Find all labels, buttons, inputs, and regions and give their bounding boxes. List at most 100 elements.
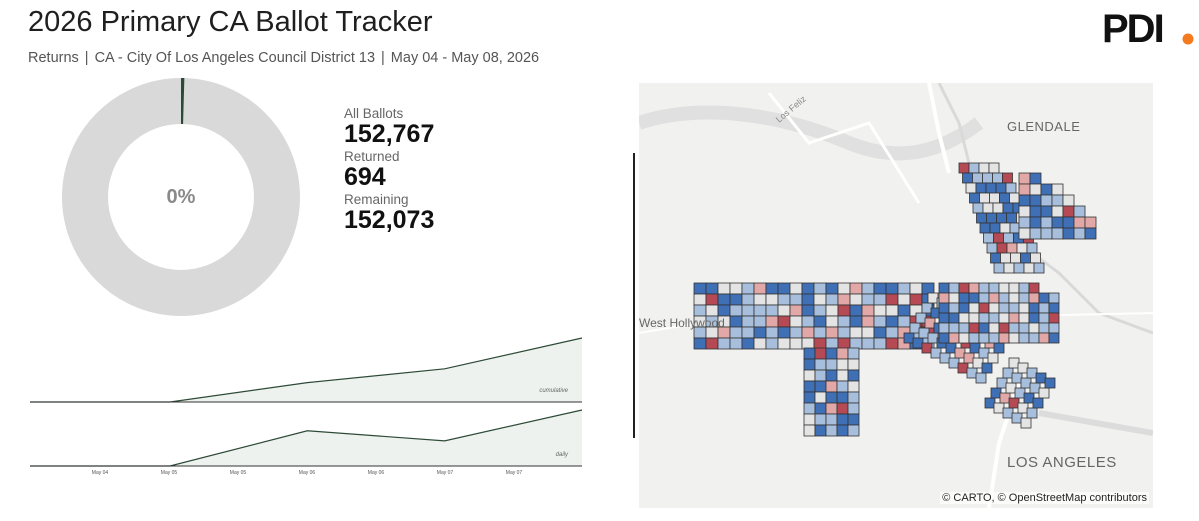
precinct[interactable] — [978, 162, 990, 174]
precinct[interactable] — [825, 413, 838, 426]
precinct[interactable] — [987, 352, 999, 364]
precinct[interactable] — [1028, 312, 1040, 324]
precinct[interactable] — [978, 332, 990, 344]
precinct[interactable] — [837, 326, 851, 339]
precinct[interactable] — [957, 362, 969, 374]
precinct[interactable] — [958, 322, 970, 334]
precinct[interactable] — [1008, 282, 1020, 294]
precinct[interactable] — [1038, 387, 1050, 399]
precinct[interactable] — [1051, 183, 1064, 196]
precinct[interactable] — [777, 315, 791, 328]
precinct[interactable] — [825, 326, 839, 339]
precinct[interactable] — [803, 369, 816, 382]
precinct[interactable] — [986, 242, 998, 254]
precinct[interactable] — [803, 380, 816, 393]
precinct[interactable] — [765, 293, 779, 306]
precinct[interactable] — [836, 413, 849, 426]
precinct[interactable] — [1014, 387, 1026, 399]
precinct[interactable] — [705, 282, 719, 295]
precinct[interactable] — [1040, 205, 1053, 218]
precinct[interactable] — [903, 332, 915, 344]
precinct[interactable] — [873, 337, 887, 350]
precinct[interactable] — [814, 347, 827, 360]
precinct[interactable] — [998, 312, 1010, 324]
precinct[interactable] — [885, 304, 899, 317]
precinct[interactable] — [847, 369, 860, 382]
precinct[interactable] — [861, 315, 875, 328]
precinct[interactable] — [741, 326, 755, 339]
precinct[interactable] — [825, 293, 839, 306]
precinct[interactable] — [1009, 192, 1020, 204]
precinct[interactable] — [1011, 412, 1023, 424]
precinct[interactable] — [988, 312, 1000, 324]
precinct[interactable] — [968, 312, 980, 324]
precinct[interactable] — [765, 282, 779, 295]
precinct[interactable] — [1040, 216, 1053, 229]
precinct[interactable] — [918, 327, 930, 339]
precinct[interactable] — [968, 162, 980, 174]
precinct[interactable] — [825, 424, 838, 437]
precinct[interactable] — [849, 304, 863, 317]
precinct[interactable] — [963, 352, 975, 364]
precinct[interactable] — [986, 212, 997, 224]
precinct[interactable] — [1008, 357, 1020, 369]
precinct[interactable] — [705, 337, 719, 350]
precinct[interactable] — [849, 293, 863, 306]
precinct[interactable] — [1005, 182, 1017, 194]
precinct[interactable] — [979, 192, 990, 204]
precinct[interactable] — [847, 424, 860, 437]
precinct[interactable] — [1062, 227, 1075, 240]
precinct[interactable] — [873, 315, 887, 328]
precinct[interactable] — [814, 380, 827, 393]
precinct[interactable] — [969, 192, 980, 204]
precinct[interactable] — [930, 347, 942, 359]
precinct[interactable] — [1016, 242, 1028, 254]
precinct[interactable] — [927, 332, 939, 344]
precinct[interactable] — [938, 322, 950, 334]
precinct[interactable] — [1048, 292, 1060, 304]
precinct[interactable] — [948, 322, 960, 334]
precinct[interactable] — [992, 202, 1004, 214]
precinct[interactable] — [885, 315, 899, 328]
precinct[interactable] — [814, 424, 827, 437]
precinct[interactable] — [1008, 292, 1020, 304]
precinct[interactable] — [861, 337, 875, 350]
precinct[interactable] — [861, 293, 875, 306]
precinct[interactable] — [789, 337, 803, 350]
precinct[interactable] — [1038, 332, 1050, 344]
precinct[interactable] — [965, 182, 977, 194]
map-canvas[interactable]: Los Feliz — [639, 83, 1153, 508]
district-map[interactable]: Los Feliz GLENDALE LOS ANGELES West Holl… — [639, 83, 1153, 508]
precinct[interactable] — [1032, 397, 1044, 409]
precinct[interactable] — [836, 369, 849, 382]
precinct[interactable] — [979, 222, 991, 234]
precinct[interactable] — [1018, 322, 1030, 334]
precinct[interactable] — [1073, 227, 1086, 240]
precinct[interactable] — [1003, 262, 1015, 274]
precinct[interactable] — [836, 380, 849, 393]
precinct[interactable] — [849, 282, 863, 295]
precinct[interactable] — [765, 315, 779, 328]
precinct[interactable] — [995, 182, 1007, 194]
precinct[interactable] — [1018, 302, 1030, 314]
precinct[interactable] — [847, 380, 860, 393]
precinct[interactable] — [921, 302, 933, 314]
precinct[interactable] — [984, 397, 996, 409]
precinct[interactable] — [1006, 242, 1018, 254]
precinct[interactable] — [999, 222, 1011, 234]
precinct[interactable] — [741, 282, 755, 295]
precinct[interactable] — [1038, 302, 1050, 314]
precinct[interactable] — [825, 380, 838, 393]
precinct[interactable] — [849, 315, 863, 328]
precinct[interactable] — [972, 172, 983, 184]
precinct[interactable] — [837, 315, 851, 328]
precinct[interactable] — [1018, 227, 1031, 240]
precinct[interactable] — [753, 293, 767, 306]
precinct[interactable] — [981, 362, 993, 374]
precinct[interactable] — [969, 342, 981, 354]
precinct[interactable] — [729, 304, 743, 317]
precinct[interactable] — [998, 302, 1010, 314]
precinct[interactable] — [1008, 397, 1020, 409]
precinct[interactable] — [1030, 252, 1041, 264]
precinct[interactable] — [849, 326, 863, 339]
